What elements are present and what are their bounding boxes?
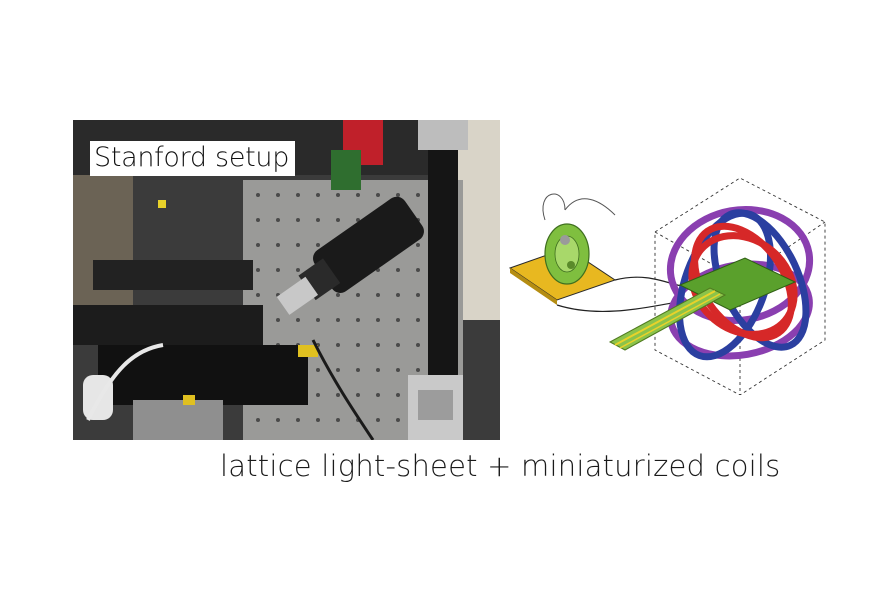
caption: lattice light-sheet + miniaturized coils — [220, 449, 781, 483]
lab-optics-photo-icon — [73, 120, 500, 440]
lab-setup-photo — [73, 120, 500, 440]
photo-label: Stanford setup — [90, 141, 296, 176]
coil-cube-schematic-icon — [508, 177, 826, 395]
